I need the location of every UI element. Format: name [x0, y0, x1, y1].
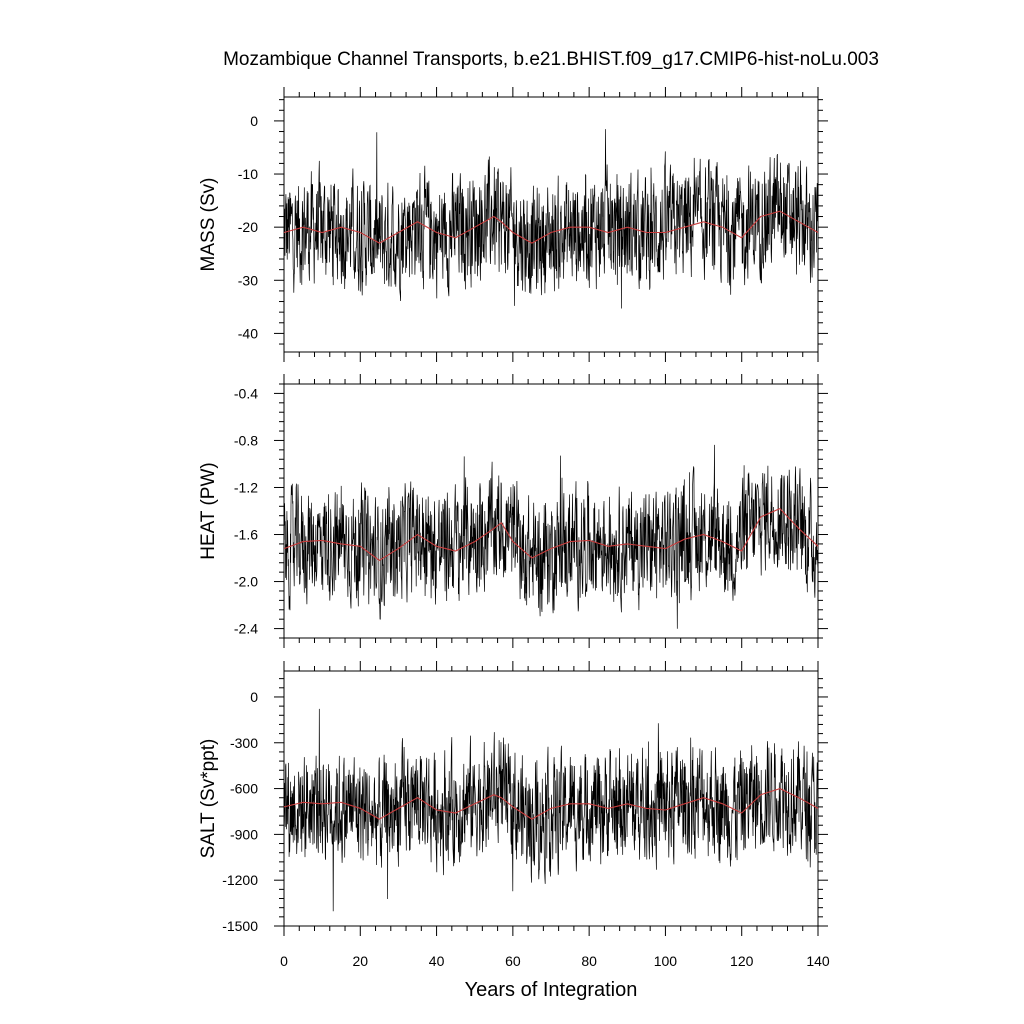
y-axis-label: SALT (Sv*ppt) — [198, 739, 219, 859]
raw-series-line — [283, 444, 819, 629]
x-tick-label: 100 — [654, 953, 678, 969]
y-tick-label: -2.0 — [234, 574, 258, 590]
x-tick-label: 20 — [352, 953, 368, 969]
x-tick-label: 0 — [280, 953, 288, 969]
y-tick-label: -0.4 — [234, 385, 258, 401]
y-tick-label: -40 — [238, 325, 258, 341]
x-tick-label: 80 — [581, 953, 597, 969]
y-tick-label: -900 — [230, 826, 258, 842]
y-tick-label: -600 — [230, 781, 258, 797]
y-tick-label: -300 — [230, 735, 258, 751]
y-tick-label: -10 — [238, 166, 258, 182]
y-tick-label: -1.2 — [234, 479, 258, 495]
panel-2: -0.4 -0.8 -1.2 -1.6 -2.0 -2.4 HEAT (PW) — [198, 374, 828, 648]
plot-panels: 0 -10 -20 -30 -40 MASS (Sv) -0.4 -0.8 -1.2 -1.6 -2… — [198, 87, 830, 969]
x-tick-label: 40 — [429, 953, 445, 969]
running-mean-line — [283, 210, 819, 244]
y-axis-label: MASS (Sv) — [198, 178, 219, 272]
y-tick-label: -20 — [238, 219, 258, 235]
running-mean-line — [283, 507, 819, 562]
y-tick-label: -1.6 — [234, 527, 258, 543]
x-tick-label: 60 — [505, 953, 521, 969]
y-tick-label: -1500 — [222, 918, 258, 934]
y-tick-label: -0.8 — [234, 432, 258, 448]
y-tick-label: -1200 — [222, 872, 258, 888]
plot-frame — [283, 383, 819, 639]
panel-3: 0 -300 -600 -900 -1200 -1500 0 20 40 60 80 100 120 14… — [198, 661, 830, 969]
y-axis-label: HEAT (PW) — [198, 462, 219, 559]
x-tick-label: 140 — [806, 953, 830, 969]
plot-frame — [283, 96, 819, 353]
panel-1: 0 -10 -20 -30 -40 MASS (Sv) — [198, 87, 828, 362]
y-tick-label: 0 — [250, 689, 258, 705]
raw-series-line — [283, 708, 819, 912]
running-mean-line — [283, 788, 819, 820]
raw-series-line — [283, 129, 819, 309]
figure-title: Mozambique Channel Transports, b.e21.BHI… — [223, 49, 879, 70]
y-tick-label: 0 — [250, 113, 258, 129]
y-tick-label: -2.4 — [234, 621, 258, 637]
x-tick-label: 120 — [730, 953, 754, 969]
x-axis-label: Years of Integration — [465, 979, 638, 1001]
y-tick-label: -30 — [238, 272, 258, 288]
